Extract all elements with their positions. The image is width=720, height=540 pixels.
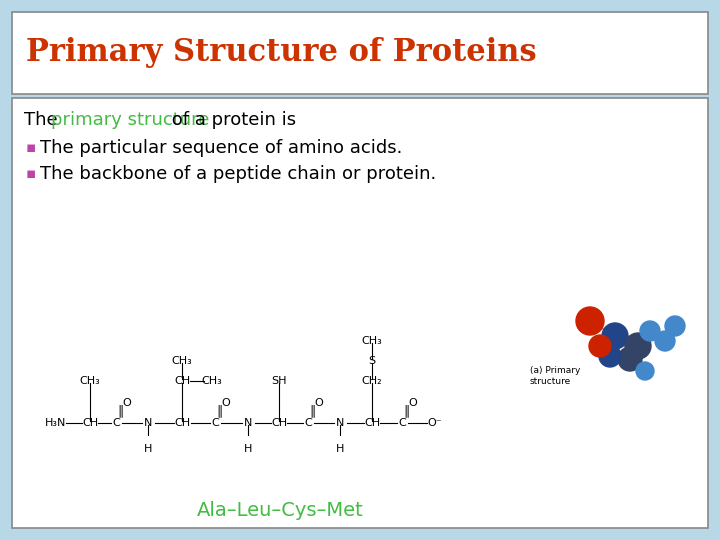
Text: primary structure: primary structure	[51, 111, 210, 129]
Text: CH₃: CH₃	[361, 336, 382, 346]
Text: ∥: ∥	[216, 404, 222, 417]
Text: CH₃: CH₃	[171, 356, 192, 366]
Text: ▪: ▪	[26, 166, 37, 181]
Text: CH: CH	[174, 418, 190, 428]
Text: ∥: ∥	[309, 404, 315, 417]
Text: CH: CH	[174, 376, 190, 386]
Text: N: N	[144, 418, 152, 428]
Circle shape	[640, 321, 660, 341]
Text: CH₃: CH₃	[202, 376, 222, 386]
Circle shape	[576, 307, 604, 335]
Text: Ala–Leu–Cys–Met: Ala–Leu–Cys–Met	[197, 501, 364, 519]
Text: N: N	[336, 418, 344, 428]
Text: CH₂: CH₂	[361, 376, 382, 386]
Text: O⁻: O⁻	[428, 418, 442, 428]
Circle shape	[636, 362, 654, 380]
Text: C: C	[112, 418, 120, 428]
Text: N: N	[244, 418, 252, 428]
Text: H: H	[336, 444, 344, 454]
FancyBboxPatch shape	[12, 12, 708, 94]
Text: CH: CH	[82, 418, 98, 428]
Circle shape	[602, 323, 628, 349]
Text: H₃N: H₃N	[45, 418, 67, 428]
Circle shape	[618, 347, 642, 371]
Text: of a protein is: of a protein is	[166, 111, 296, 129]
Circle shape	[599, 345, 621, 367]
Text: S: S	[369, 356, 376, 366]
Text: ▪: ▪	[26, 140, 37, 156]
Circle shape	[625, 333, 651, 359]
Text: The backbone of a peptide chain or protein.: The backbone of a peptide chain or prote…	[40, 165, 436, 183]
Text: ∥: ∥	[403, 404, 409, 417]
Text: CH: CH	[364, 418, 380, 428]
Text: C: C	[304, 418, 312, 428]
Text: ∥: ∥	[117, 404, 123, 417]
Text: C: C	[398, 418, 406, 428]
Text: O: O	[122, 398, 131, 408]
Text: H: H	[244, 444, 252, 454]
Text: O: O	[315, 398, 323, 408]
Text: O: O	[222, 398, 230, 408]
Text: CH₃: CH₃	[80, 376, 100, 386]
Text: H: H	[144, 444, 152, 454]
Text: C: C	[211, 418, 219, 428]
Circle shape	[589, 335, 611, 357]
Text: SH: SH	[271, 376, 287, 386]
Text: CH: CH	[271, 418, 287, 428]
Circle shape	[665, 316, 685, 336]
Text: The particular sequence of amino acids.: The particular sequence of amino acids.	[40, 139, 402, 157]
Text: O: O	[409, 398, 418, 408]
FancyBboxPatch shape	[12, 98, 708, 528]
Text: Primary Structure of Proteins: Primary Structure of Proteins	[26, 37, 536, 69]
Circle shape	[655, 331, 675, 351]
Text: (a) Primary
structure: (a) Primary structure	[530, 366, 580, 386]
Text: The: The	[24, 111, 63, 129]
